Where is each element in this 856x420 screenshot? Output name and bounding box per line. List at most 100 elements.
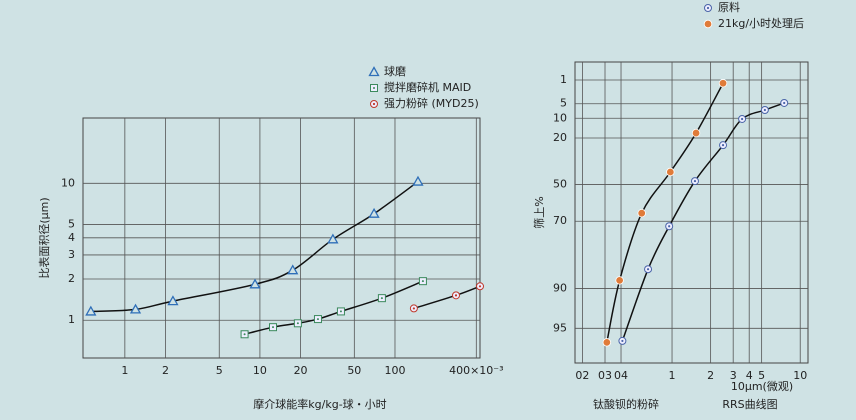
y-tick-label: 4 <box>68 231 75 244</box>
marker-dot <box>380 297 383 300</box>
marker <box>703 19 713 29</box>
x-axis-label: 摩介球能率kg/kg-球・小时 <box>253 397 386 411</box>
y-axis-label: 筛上% <box>532 196 546 228</box>
y-tick-label: 2 <box>68 272 75 285</box>
marker <box>370 84 378 92</box>
marker <box>167 295 179 306</box>
marker-dot <box>372 102 376 106</box>
marker-dot <box>243 333 246 336</box>
marker <box>269 323 278 332</box>
marker <box>240 330 249 339</box>
marker <box>704 4 712 12</box>
marker-dot <box>693 179 697 183</box>
marker <box>370 100 378 108</box>
marker <box>129 303 142 314</box>
marker-dot <box>316 318 319 321</box>
x-tick-label: 02 <box>575 369 589 382</box>
marker <box>418 277 427 286</box>
y-tick-label: 10 <box>553 111 567 124</box>
marker <box>780 98 789 107</box>
marker <box>476 282 484 291</box>
marker <box>409 304 418 313</box>
marker-dot <box>763 108 766 112</box>
marker <box>293 319 302 328</box>
marker-dot <box>783 101 786 105</box>
marker <box>336 307 345 316</box>
legend-label: 原料 <box>718 0 740 14</box>
x-tick-label: 20 <box>294 364 308 377</box>
y-tick-label: 50 <box>553 178 567 191</box>
marker-dot <box>412 307 415 310</box>
marker <box>691 128 701 138</box>
legend-label: 强力粉碎 (MYD25) <box>384 96 479 110</box>
x-tick-label: 2 <box>162 364 169 377</box>
marker <box>452 291 461 300</box>
marker <box>718 79 728 88</box>
marker <box>719 141 728 150</box>
marker-dot <box>339 310 342 313</box>
y-tick-label: 10 <box>61 176 75 189</box>
marker <box>637 209 646 218</box>
marker <box>327 233 339 244</box>
marker-dot <box>721 144 725 147</box>
x-tick-label: 50 <box>347 364 361 377</box>
legend-label: 球磨 <box>384 64 406 78</box>
marker-dot <box>421 280 424 283</box>
marker <box>665 222 674 231</box>
x-tick-label: 1 <box>121 364 128 377</box>
marker <box>644 265 653 274</box>
x-tick-label: 4 <box>746 369 753 382</box>
y-tick-label: 90 <box>553 282 567 295</box>
series-line <box>90 180 419 313</box>
x-axis-label: 10μm(微观) <box>731 379 793 393</box>
marker <box>615 276 624 285</box>
marker-dot <box>272 326 275 329</box>
marker <box>313 315 322 324</box>
y-tick-label: 70 <box>553 214 567 227</box>
marker <box>412 175 424 186</box>
x-tick-label: 3 <box>730 369 737 382</box>
x-tick-label: 10 <box>253 364 267 377</box>
y-tick-label: 1 <box>560 73 567 86</box>
marker <box>249 278 261 289</box>
marker-dot <box>373 87 375 89</box>
marker <box>287 264 299 275</box>
y-tick-label: 1 <box>68 313 75 326</box>
y-tick-label: 5 <box>560 97 567 110</box>
x-tick-label: 1 <box>669 369 676 382</box>
marker <box>377 294 386 303</box>
x-tick-label: 04 <box>614 369 628 382</box>
marker <box>368 66 380 77</box>
marker <box>690 177 699 186</box>
marker <box>738 114 747 123</box>
x-tick-label: 2 <box>707 369 714 382</box>
y-tick-label: 95 <box>553 321 567 334</box>
marker <box>602 338 612 347</box>
marker <box>666 167 675 177</box>
marker <box>85 305 97 316</box>
y-tick-label: 3 <box>68 248 75 261</box>
legend-label: 21kg/小时处理后 <box>718 17 804 30</box>
x-tick-label: 03 <box>598 369 612 382</box>
x-tick-label: 100 <box>384 364 405 377</box>
x-tick-label: 5 <box>216 364 223 377</box>
marker-dot <box>740 117 744 121</box>
marker-dot <box>296 322 299 325</box>
marker-dot <box>621 339 624 343</box>
marker-dot <box>668 225 671 228</box>
x-tick-label: 5 <box>758 369 765 382</box>
marker-dot <box>706 6 710 10</box>
x-tick-label: 10 <box>793 369 807 382</box>
marker-dot <box>454 294 458 297</box>
plot-area <box>574 61 809 364</box>
legend-label: 搅拌磨碎机 MAID <box>384 80 471 94</box>
caption: 钛酸钡的粉碎 <box>593 397 659 411</box>
marker-dot <box>646 268 650 271</box>
marker-dot <box>478 285 482 288</box>
marker <box>618 336 627 345</box>
marker <box>368 207 380 218</box>
y-tick-label: 20 <box>553 131 567 144</box>
marker <box>760 106 769 115</box>
